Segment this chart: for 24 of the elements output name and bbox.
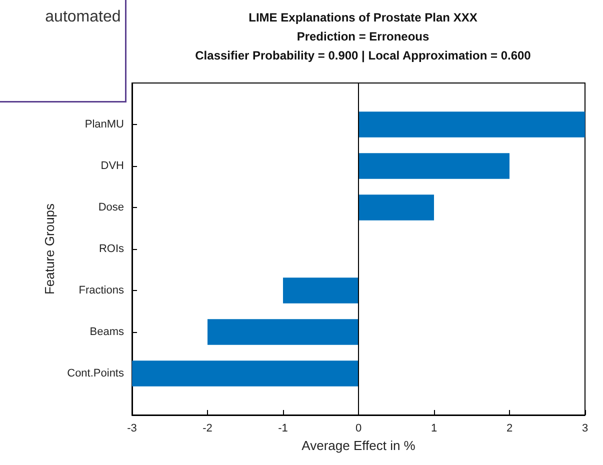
y-tick-label: PlanMU xyxy=(84,118,124,130)
x-tick-label: 2 xyxy=(506,422,513,434)
y-tick-label: Dose xyxy=(98,202,124,214)
y-tick-label: ROIs xyxy=(98,243,124,255)
bar xyxy=(208,319,358,345)
y-tick-label: Fractions xyxy=(78,284,124,296)
x-axis-title: Average Effect in % xyxy=(302,438,416,453)
x-tick-label: -2 xyxy=(202,422,212,434)
y-axis-title: Feature Groups xyxy=(42,202,58,295)
text: automated xyxy=(45,8,121,26)
x-tick-label: -1 xyxy=(278,422,288,434)
x-tick-label: 1 xyxy=(430,422,438,434)
x-tick-label: 3 xyxy=(582,422,588,434)
y-tick-label: DVH xyxy=(100,160,124,172)
chart-title: LIME Explanations of Prostate Plan XXX Prediction = Erroneous Classifier Probability = 0.900 | Local Approximation = 0.600 xyxy=(195,10,532,62)
x-tick-label: 0 xyxy=(355,422,362,434)
y-tick-label: Cont.Points xyxy=(67,368,124,380)
bar xyxy=(283,278,358,304)
bar xyxy=(358,153,510,179)
bar xyxy=(358,112,585,138)
y-tick-label: Beams xyxy=(90,326,124,338)
bar xyxy=(132,360,358,386)
bar xyxy=(358,194,434,220)
x-tick-label: -3 xyxy=(127,422,137,434)
